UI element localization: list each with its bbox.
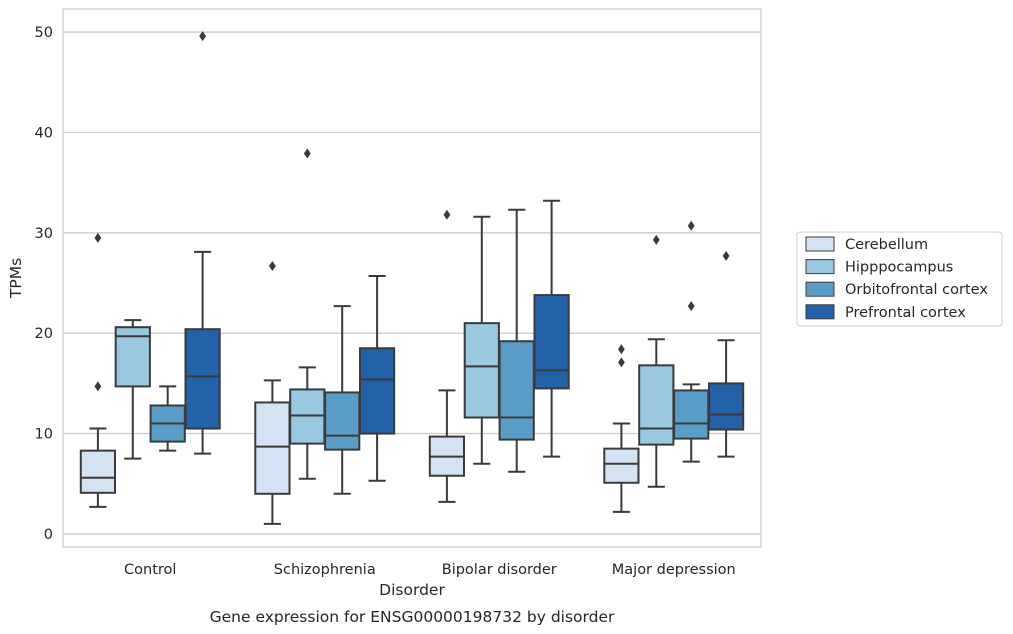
plot-area <box>62 8 762 548</box>
box-group <box>114 319 151 460</box>
box-iqr <box>184 328 221 430</box>
box-group <box>638 234 675 488</box>
x-axis-label: Disorder <box>379 581 445 599</box>
legend-frame <box>796 231 1003 327</box>
box-iqr <box>603 447 640 484</box>
box-iqr <box>358 347 396 435</box>
x-tick-label: Control <box>124 562 176 578</box>
x-tick-label: Bipolar disorder <box>442 562 557 578</box>
outlier-point <box>618 344 625 355</box>
y-tick-label: 50 <box>35 25 53 41</box>
outlier-point <box>303 148 311 159</box>
outlier-point <box>687 220 695 231</box>
outlier-point <box>269 260 276 271</box>
legend-label: Hipppocampus <box>845 260 953 276</box>
y-tick-label: 20 <box>35 326 53 342</box>
box-iqr <box>638 364 675 446</box>
box-iqr <box>707 382 745 431</box>
outlier-point <box>199 31 206 42</box>
x-tick-label: Major depression <box>612 562 736 578</box>
x-axis-ticks: Control Schizophrenia Bipolar disorder Majo… <box>124 562 736 578</box>
y-tick-label: 10 <box>35 427 53 443</box>
box-group <box>533 199 570 458</box>
box-iqr <box>289 388 326 445</box>
outlier-point <box>687 301 695 312</box>
legend-swatch <box>805 281 835 297</box>
legend-label: Cerebellum <box>845 237 928 253</box>
outlier-point <box>443 209 451 220</box>
box-iqr <box>324 391 361 451</box>
legend-swatch <box>805 236 835 252</box>
box-iqr <box>673 389 710 440</box>
box-group <box>358 274 396 482</box>
outlier-point <box>94 381 102 392</box>
box-series <box>79 31 745 525</box>
y-axis-label: TPMs <box>7 258 25 299</box>
legend-label: Prefrontal cortex <box>845 305 966 321</box>
box-group <box>707 250 745 458</box>
y-tick-label: 30 <box>35 226 53 242</box>
box-group <box>184 31 221 455</box>
outlier-point <box>94 232 102 243</box>
legend-label: Orbitofrontal cortex <box>845 282 988 298</box>
box-iqr <box>533 294 570 390</box>
y-tick-label: 0 <box>44 527 53 543</box>
box-group <box>498 208 535 473</box>
legend-swatch <box>805 259 835 275</box>
outlier-point <box>618 357 625 368</box>
x-tick-label: Schizophrenia <box>274 562 376 578</box>
box-iqr <box>463 322 500 419</box>
box-iqr <box>498 340 535 441</box>
y-axis-ticks: 0 10 20 30 40 50 <box>35 25 53 543</box>
box-group <box>603 344 640 513</box>
legend-swatch <box>805 304 835 320</box>
chart-caption: Gene expression for ENSG00000198732 by d… <box>210 608 615 626</box>
plot-frame <box>62 8 762 548</box>
box-group <box>673 220 710 463</box>
box-group <box>463 215 500 465</box>
outlier-point <box>652 234 660 245</box>
legend: Cerebellum Hipppocampus Orbitofrontal cort… <box>796 231 1003 327</box>
box-group <box>254 260 291 525</box>
box-group <box>428 209 466 503</box>
box-group <box>79 232 117 508</box>
box-iqr <box>79 449 117 494</box>
box-group <box>289 148 326 480</box>
box-iqr <box>254 401 291 495</box>
outlier-point <box>722 250 730 261</box>
y-tick-label: 40 <box>35 125 53 141</box>
